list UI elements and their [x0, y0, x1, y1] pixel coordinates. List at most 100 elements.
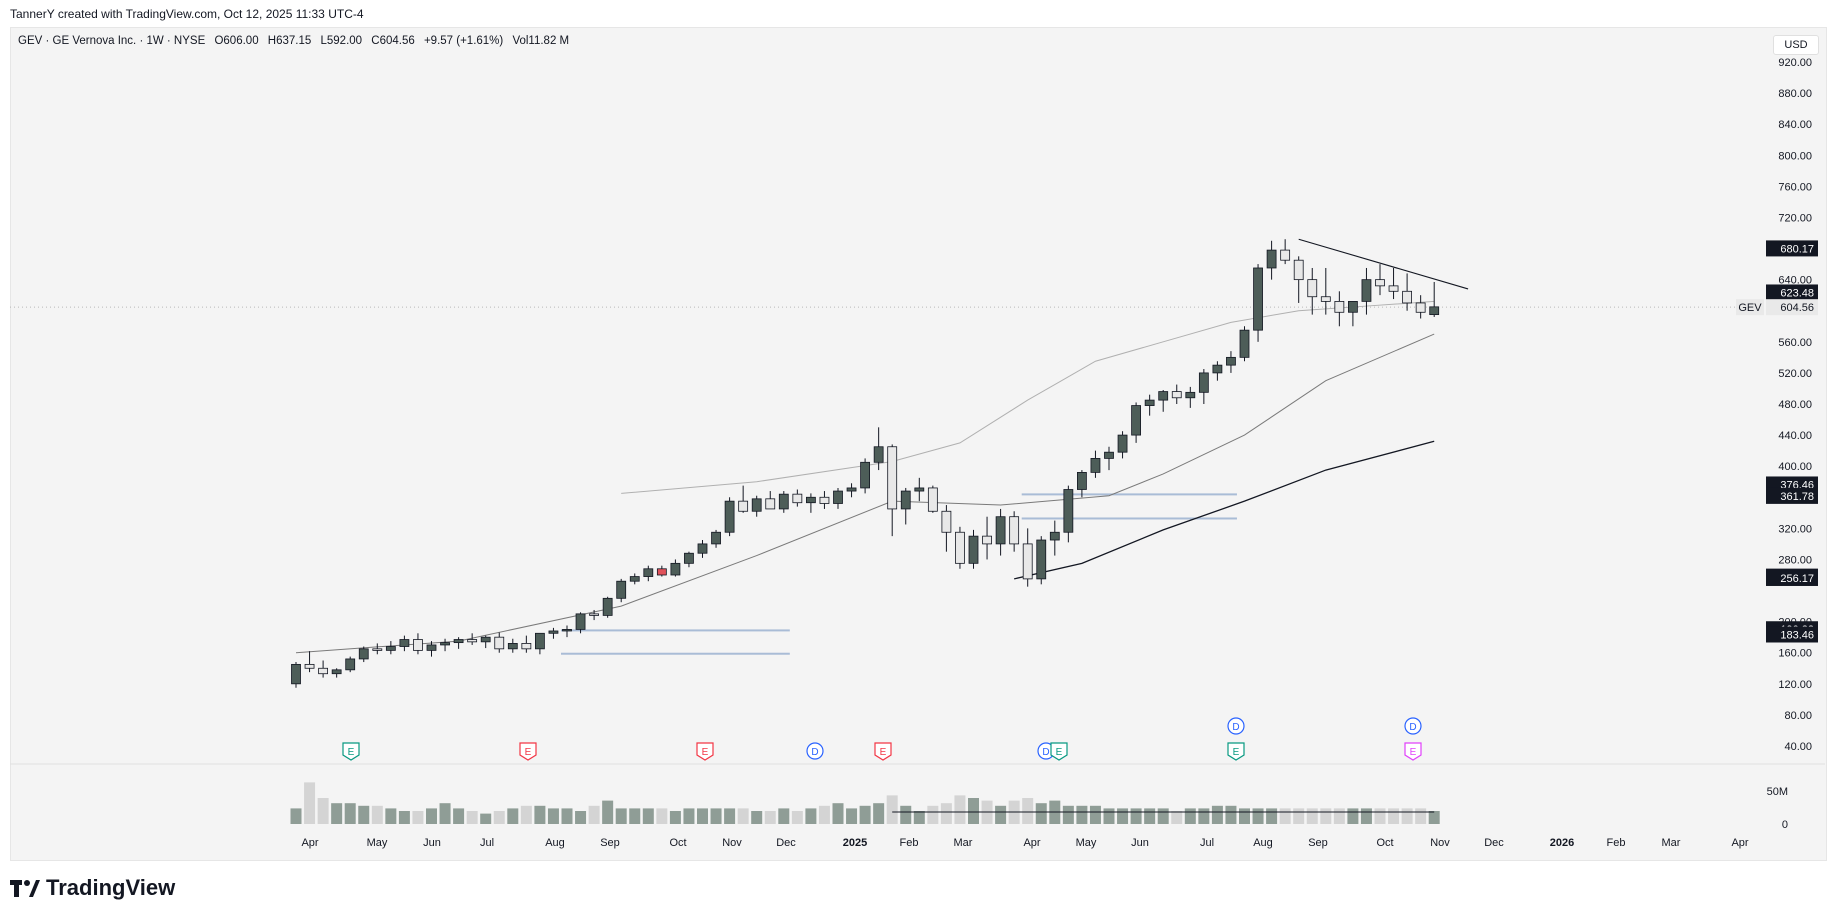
candle-body[interactable]: [982, 535, 992, 545]
candle-body[interactable]: [1253, 267, 1263, 331]
candle-body[interactable]: [711, 531, 721, 545]
earnings-marker-icon[interactable]: [1227, 742, 1245, 761]
candle-body[interactable]: [521, 643, 532, 650]
candle-body[interactable]: [833, 490, 843, 504]
candle-body[interactable]: [616, 580, 627, 599]
candle-body[interactable]: [860, 461, 870, 489]
earnings-marker-icon[interactable]: [519, 742, 537, 761]
candle-body[interactable]: [927, 487, 938, 512]
candle-body[interactable]: [1036, 539, 1047, 580]
candle-body[interactable]: [494, 636, 505, 650]
candle-body[interactable]: [900, 490, 911, 510]
candle-body[interactable]: [467, 639, 478, 643]
candle-body[interactable]: [1388, 285, 1399, 292]
candle-body[interactable]: [1239, 329, 1250, 358]
candle-body[interactable]: [1131, 405, 1141, 436]
candle-body[interactable]: [1320, 296, 1331, 302]
candle-body[interactable]: [684, 552, 694, 564]
candle-body[interactable]: [778, 493, 789, 510]
candle-body[interactable]: [589, 613, 599, 616]
candle-body[interactable]: [1415, 302, 1426, 313]
candle-body[interactable]: [955, 531, 965, 564]
dividend-marker-icon[interactable]: [806, 742, 824, 760]
candle-body[interactable]: [1293, 259, 1304, 281]
candle-body[interactable]: [1090, 458, 1101, 473]
candle-body[interactable]: [1375, 279, 1385, 287]
candle-body[interactable]: [440, 642, 450, 646]
candle-body[interactable]: [453, 639, 464, 644]
candle-body[interactable]: [806, 496, 816, 504]
candle-body[interactable]: [724, 500, 735, 533]
candle-body[interactable]: [1171, 391, 1182, 399]
candle-body[interactable]: [426, 644, 437, 651]
earnings-marker-icon[interactable]: [874, 742, 892, 761]
candle-body[interactable]: [1212, 364, 1223, 374]
candle-body[interactable]: [941, 510, 952, 533]
candle-body[interactable]: [575, 613, 586, 630]
candle-body[interactable]: [1063, 489, 1074, 533]
candle-body[interactable]: [1334, 300, 1345, 313]
candle-body[interactable]: [331, 669, 342, 675]
candle-body[interactable]: [1077, 471, 1087, 490]
candle-body[interactable]: [846, 487, 857, 492]
candle-body[interactable]: [535, 632, 545, 650]
candle-body[interactable]: [968, 535, 979, 564]
symbol-name[interactable]: GEV · GE Vernova Inc. · 1W · NYSE: [18, 35, 206, 47]
candle-body[interactable]: [1158, 391, 1169, 401]
candle-body[interactable]: [1009, 516, 1020, 545]
candle-body[interactable]: [765, 498, 776, 510]
candle-body[interactable]: [1307, 279, 1318, 298]
candle-body[interactable]: [887, 446, 898, 510]
candle-body[interactable]: [1402, 290, 1412, 304]
candle-body[interactable]: [670, 562, 681, 576]
candle-body[interactable]: [643, 568, 654, 577]
candle-body[interactable]: [602, 597, 613, 616]
earnings-marker-icon[interactable]: [1050, 742, 1068, 761]
candle-body[interactable]: [738, 500, 749, 512]
candle-body[interactable]: [792, 493, 803, 504]
candle-body[interactable]: [629, 576, 640, 582]
candle-body[interactable]: [1348, 300, 1358, 313]
candle-body[interactable]: [385, 646, 396, 651]
earnings-marker-icon[interactable]: [1404, 742, 1422, 761]
candle-body[interactable]: [1144, 399, 1155, 406]
earnings-marker-icon[interactable]: [342, 742, 360, 761]
candle-body[interactable]: [1226, 356, 1236, 366]
candle-body[interactable]: [1185, 391, 1196, 399]
candle-body[interactable]: [1104, 451, 1114, 459]
dividend-marker-icon[interactable]: [1404, 717, 1422, 735]
candle-body[interactable]: [751, 498, 762, 512]
candle-body[interactable]: [318, 667, 329, 675]
candle-body[interactable]: [291, 663, 301, 685]
candle-body[interactable]: [562, 629, 572, 632]
candle-body[interactable]: [413, 639, 423, 651]
candle-body[interactable]: [656, 568, 667, 576]
candle-body[interactable]: [1198, 372, 1209, 393]
candle-body[interactable]: [1022, 543, 1033, 580]
dividend-marker-icon[interactable]: [1227, 717, 1245, 735]
candle-body[interactable]: [358, 648, 369, 660]
trendline[interactable]: [1298, 238, 1469, 290]
currency-button[interactable]: USD: [1773, 35, 1819, 55]
candle-body[interactable]: [873, 446, 884, 463]
candle-body[interactable]: [548, 630, 559, 634]
candle-body[interactable]: [1429, 306, 1440, 316]
candle-body[interactable]: [1117, 434, 1128, 453]
candle-body[interactable]: [1049, 531, 1060, 541]
candle-body[interactable]: [819, 496, 830, 504]
candle-body[interactable]: [345, 658, 356, 671]
candle-body[interactable]: [1280, 249, 1291, 261]
candle-body[interactable]: [399, 639, 410, 647]
candle-body[interactable]: [507, 643, 518, 650]
chart-panel[interactable]: [10, 27, 1827, 861]
candle-body[interactable]: [304, 663, 315, 669]
candle-body[interactable]: [480, 636, 491, 643]
candle-body[interactable]: [995, 516, 1006, 545]
candle-body[interactable]: [914, 487, 925, 492]
candle-body[interactable]: [1266, 249, 1277, 269]
candle-body[interactable]: [697, 543, 708, 554]
candle-body[interactable]: [372, 648, 383, 651]
candle-body[interactable]: [1361, 279, 1372, 302]
earnings-marker-icon[interactable]: [696, 742, 714, 761]
